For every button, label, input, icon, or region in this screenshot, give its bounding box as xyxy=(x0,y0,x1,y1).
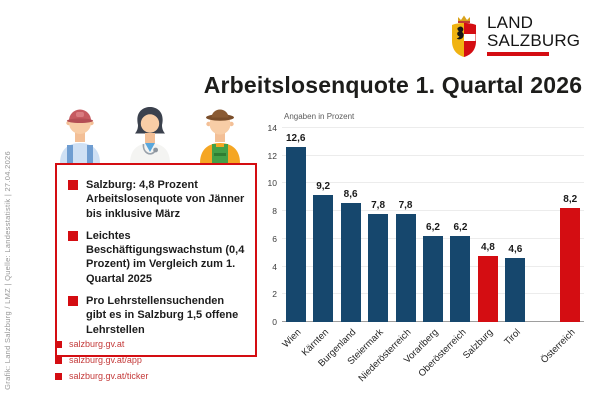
link-salzburg-gv-at-ticker[interactable]: salzburg.gv.at/ticker xyxy=(55,371,148,381)
bar-oberösterreich xyxy=(450,236,471,322)
y-tick-label: 8 xyxy=(272,206,277,217)
bar-value-label: 6,2 xyxy=(426,222,440,234)
x-category-label: Wien xyxy=(280,327,304,351)
gridline xyxy=(282,127,584,128)
fact-unemployment-rate: Salzburg: 4,8 Prozent Arbeitslosenquote … xyxy=(86,179,245,220)
gridline xyxy=(282,210,584,212)
bar-slot: 8,2 Österreich xyxy=(539,128,584,366)
bar-slot: 7,8 Steiermark xyxy=(346,128,391,367)
y-tick-label: 10 xyxy=(267,178,277,189)
bars-row: 12,6 Wien 9,2 Kärnten 8,6 Burgenland 7,8 Steier… xyxy=(280,128,584,384)
bar-niederösterreich xyxy=(395,213,416,322)
logo-wordmark: LAND SALZBURG xyxy=(487,14,580,49)
logo-line2: SALZBURG xyxy=(487,30,581,50)
salzburg-coat-of-arms-icon xyxy=(448,14,480,63)
list-item: Leichtes Beschäftigungswachs­tum (0,4 Pr… xyxy=(68,229,245,286)
bar-value-label: 7,8 xyxy=(371,199,386,211)
bar-slot: 4,6 Tirol xyxy=(502,128,529,348)
logo-line1: LAND xyxy=(487,13,534,32)
doctor-icon xyxy=(118,101,182,168)
logo-red-underline xyxy=(487,52,549,56)
credit-source-text: Grafik: Land Salzburg / LMZ | Quelle: La… xyxy=(3,151,12,390)
construction-worker-icon xyxy=(48,101,112,168)
fact-apprenticeships: Pro Lehrstellensuchenden gibt es in Salz… xyxy=(86,295,239,336)
land-salzburg-logo: LAND SALZBURG xyxy=(448,14,580,63)
square-bullet-icon xyxy=(68,296,78,307)
worker-illustrations xyxy=(48,101,252,168)
gridline xyxy=(282,182,584,184)
bar-kärnten xyxy=(313,194,334,322)
y-tick-label: 0 xyxy=(272,317,277,327)
bar-value-label: 4,6 xyxy=(508,244,523,256)
bar-österreich xyxy=(560,208,581,322)
bar-value-label: 9,2 xyxy=(316,180,331,192)
bar-value-label: 7,8 xyxy=(398,199,413,211)
y-tick-label: 2 xyxy=(272,289,277,300)
bar-burgenland xyxy=(340,202,361,322)
bar-vorarlberg xyxy=(422,236,443,322)
farmer-icon xyxy=(188,101,252,168)
list-item: Salzburg: 4,8 Prozent Arbeitslosenquote … xyxy=(68,178,245,221)
bar-value-label: 4,8 xyxy=(480,241,495,253)
square-bullet-icon xyxy=(55,372,62,380)
bar-value-label: 6,2 xyxy=(453,222,468,234)
bar-slot: 12,6 Wien xyxy=(280,128,309,350)
bar-slot: 8,6 Burgenland xyxy=(316,128,364,369)
gridline xyxy=(282,154,584,156)
bar-tirol xyxy=(505,258,526,322)
unemployment-bar-chart: Angaben in Prozent 0 2 4 6 8 10 12 14 12,6 Wien 9… xyxy=(250,110,590,394)
square-bullet-icon xyxy=(55,340,62,348)
list-item: Pro Lehrstellensuchenden gibt es in Salz… xyxy=(68,294,245,337)
y-tick-label: 12 xyxy=(267,150,277,161)
key-facts-box: Salzburg: 4,8 Prozent Arbeitslosenquote … xyxy=(55,163,257,357)
website-links: salzburg.gv.at salzburg.gv.at/app salzbu… xyxy=(55,339,148,387)
bar-gap xyxy=(529,128,556,322)
y-tick-label: 4 xyxy=(272,261,277,272)
bar-slot: 6,2 Vorarlberg xyxy=(402,128,446,366)
square-bullet-icon xyxy=(55,356,62,364)
fact-employment-growth: Leichtes Beschäftigungswachs­tum (0,4 Pr… xyxy=(86,229,245,285)
bar-slot: 4,8 Salzburg xyxy=(461,128,501,361)
bar-salzburg xyxy=(477,255,498,322)
square-bullet-icon xyxy=(68,180,78,190)
chart-units-label: Angaben in Prozent xyxy=(284,112,355,121)
y-tick-label: 6 xyxy=(272,233,277,244)
bar-wien xyxy=(285,147,306,322)
link-salzburg-gv-at-app[interactable]: salzburg.gv.at/app xyxy=(55,355,148,365)
bar-value-label: 12,6 xyxy=(285,133,306,145)
bar-value-label: 8,2 xyxy=(563,194,578,206)
x-category-label: Tirol xyxy=(502,327,524,348)
bar-slot: 7,8 Niederösterreich xyxy=(356,128,419,384)
page-title: Arbeitslosenquote 1. Quartal 2026 xyxy=(203,72,583,98)
y-tick-label: 14 xyxy=(267,123,277,133)
x-category-label: Österreich xyxy=(539,327,579,366)
link-salzburg-gv-at[interactable]: salzburg.gv.at xyxy=(55,339,148,349)
bar-value-label: 8,6 xyxy=(343,188,358,200)
square-bullet-icon xyxy=(68,230,78,241)
bar-slot: 6,2 Oberösterreich xyxy=(416,128,474,379)
bar-steiermark xyxy=(368,213,389,322)
plot-area: 0 2 4 6 8 10 12 14 12,6 Wien 9,2 Kärnten 8,6 Burgenl… xyxy=(268,123,584,384)
bar-slot: 9,2 Kärnten xyxy=(300,128,336,358)
